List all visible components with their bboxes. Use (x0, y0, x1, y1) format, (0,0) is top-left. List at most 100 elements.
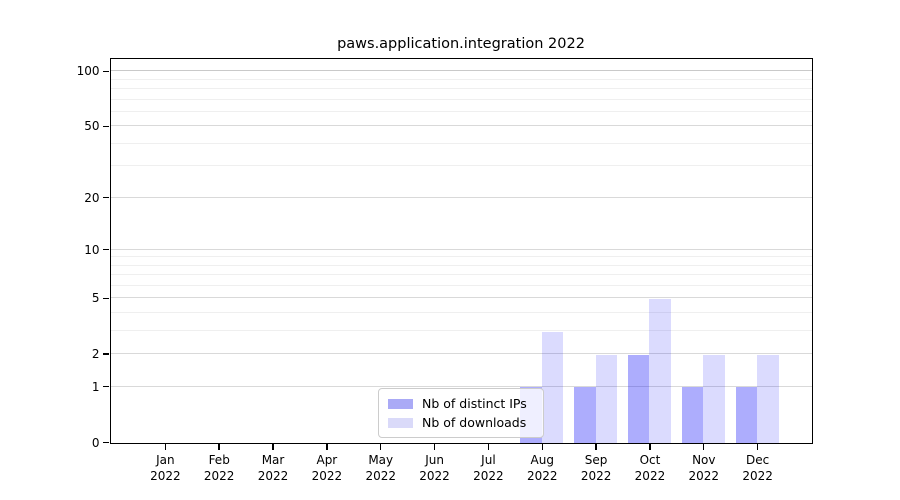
x-tick-year: 2022 (203, 469, 235, 483)
y-tick-label: 2 (91, 347, 100, 362)
plot-canvas (111, 59, 812, 443)
y-tick-mark (102, 248, 109, 251)
bar-distinct-ips (681, 387, 704, 443)
x-tick-label: May 2022 (349, 452, 413, 485)
x-tick-month: Jun (425, 452, 444, 467)
y-tick-label: 1 (91, 379, 100, 394)
y-tick-mark (102, 353, 109, 355)
gridline-major (111, 196, 812, 198)
gridline-minor (111, 312, 812, 314)
gridline-minor (111, 330, 812, 331)
y-tick-label: 100 (76, 64, 100, 79)
x-tick-label: Nov 2022 (672, 452, 736, 485)
gridline-major (111, 297, 812, 299)
x-tick-year: 2022 (257, 469, 289, 483)
x-tick-month: May (368, 452, 394, 467)
x-tick-month: Jul (481, 452, 496, 467)
x-tick-label: Jul 2022 (456, 452, 520, 485)
legend-entry-downloads: Nb of downloads (388, 414, 534, 431)
legend-swatch-distinct-ips (388, 398, 413, 409)
x-tick-month: Dec (746, 452, 770, 467)
y-tick-label: 5 (91, 291, 100, 306)
x-tick-mark (595, 444, 597, 450)
x-tick-year: 2022 (634, 469, 666, 483)
x-tick-mark (756, 444, 759, 450)
y-tick-mark (102, 386, 109, 388)
x-tick-mark (433, 444, 436, 450)
x-tick-year: 2022 (742, 469, 773, 483)
gridline-minor (111, 165, 812, 167)
bar-distinct-ips (574, 387, 596, 443)
x-tick-label: Aug 2022 (510, 452, 574, 485)
x-tick-year: 2022 (150, 469, 181, 483)
legend-entry-distinct-ips: Nb of distinct IPs (388, 395, 534, 412)
x-tick-month: Apr (316, 452, 338, 467)
x-tick-year: 2022 (419, 469, 450, 483)
gridline-minor (111, 256, 812, 258)
gridline-minor (111, 78, 812, 80)
x-tick-year: 2022 (473, 469, 504, 483)
gridline-major (111, 70, 812, 72)
plot-area (110, 58, 813, 444)
x-tick-year: 2022 (311, 469, 343, 483)
x-tick-month: Aug (530, 452, 554, 467)
gridline-minor (111, 274, 812, 276)
x-tick-label: Mar 2022 (241, 452, 305, 485)
legend: Nb of distinct IPs Nb of downloads (378, 388, 544, 438)
x-tick-label: Jun 2022 (403, 452, 467, 485)
gridline-minor (111, 110, 812, 112)
x-tick-label: Sep 2022 (564, 452, 628, 485)
bar-downloads (595, 354, 618, 443)
legend-swatch-downloads (388, 417, 413, 428)
x-tick-month: Feb (208, 452, 230, 467)
y-tick-label: 50 (84, 119, 100, 134)
gridline-major (111, 353, 812, 355)
y-tick-mark (102, 125, 109, 127)
y-tick-label: 20 (84, 190, 100, 205)
gridline-minor (111, 98, 812, 100)
x-tick-month: Mar (261, 452, 285, 467)
x-tick-mark (326, 444, 328, 450)
x-tick-mark (649, 444, 651, 450)
x-tick-mark (380, 444, 382, 450)
gridline-minor (111, 264, 812, 266)
x-tick-mark (218, 444, 220, 450)
x-tick-mark (272, 444, 274, 450)
chart-title: paws.application.integration 2022 (337, 36, 585, 52)
x-tick-mark (703, 444, 705, 450)
bar-downloads (649, 298, 671, 443)
x-tick-mark (541, 444, 543, 450)
x-tick-label: Dec 2022 (726, 452, 790, 485)
x-tick-year: 2022 (688, 469, 720, 483)
x-tick-label: Feb 2022 (187, 452, 251, 485)
x-tick-mark (164, 444, 167, 450)
gridline-minor (111, 284, 812, 286)
gridline-major (111, 248, 812, 250)
bar-distinct-ips (735, 387, 758, 443)
y-tick-label: 0 (91, 435, 100, 450)
x-tick-year: 2022 (365, 469, 396, 483)
x-tick-mark (487, 444, 490, 450)
y-tick-mark (102, 70, 109, 73)
x-tick-label: Apr 2022 (295, 452, 359, 485)
x-tick-month: Sep (584, 452, 608, 467)
y-tick-mark (102, 441, 109, 444)
bar-distinct-ips (627, 354, 650, 443)
gridline-minor (111, 142, 812, 144)
bar-downloads (703, 354, 725, 443)
gridline-major (111, 125, 812, 127)
x-tick-label: Jan 2022 (133, 452, 197, 485)
y-tick-mark (102, 297, 109, 300)
gridline-major (111, 385, 812, 387)
x-tick-month: Nov (692, 452, 716, 467)
x-tick-year: 2022 (580, 469, 612, 483)
x-tick-year: 2022 (526, 469, 558, 483)
bar-downloads (757, 354, 779, 443)
bar-downloads (541, 331, 564, 443)
legend-label-downloads: Nb of downloads (422, 414, 527, 430)
y-tick-label: 10 (84, 242, 100, 257)
x-tick-month: Oct (639, 452, 661, 467)
x-tick-label: Oct 2022 (618, 452, 682, 485)
y-tick-mark (102, 196, 109, 199)
